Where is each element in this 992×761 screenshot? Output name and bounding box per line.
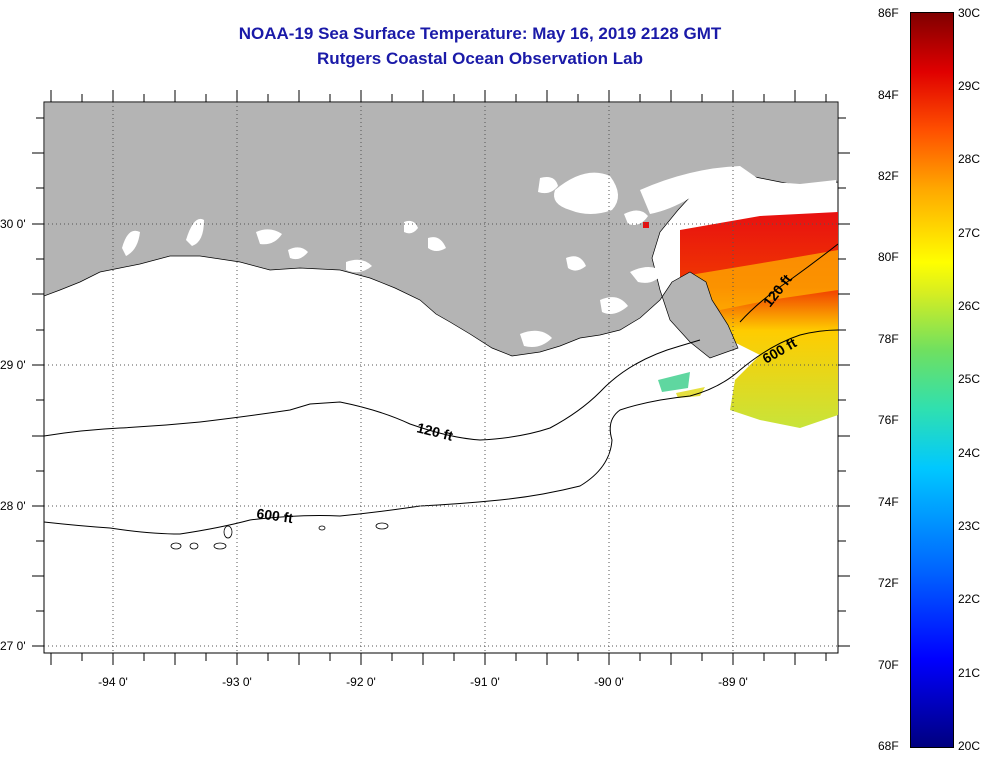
map-subtitle: Rutgers Coastal Ocean Observation Lab: [317, 49, 643, 68]
colorbar-c-label: 24C: [958, 446, 981, 460]
lat-label: 29 0': [0, 358, 26, 372]
colorbar-c-label: 20C: [958, 739, 981, 753]
contour-islands: [170, 522, 389, 550]
colorbar-c-label: 30C: [958, 6, 981, 20]
contour-600ft-west: [44, 329, 838, 535]
colorbar-c-label: 22C: [958, 592, 981, 606]
sst-spot: [643, 222, 649, 228]
gridlines: [44, 102, 838, 653]
colorbar-c-label: 28C: [958, 152, 981, 166]
cloud-masks: [122, 166, 836, 347]
contour-120ft-east: [739, 243, 838, 323]
lon-label: -92 0': [346, 675, 376, 689]
colorbar-f-label: 80F: [878, 250, 899, 264]
colorbar-f-label: 72F: [878, 576, 899, 590]
sst-yellow-streak: [676, 387, 705, 398]
colorbar-c-label: 26C: [958, 299, 981, 313]
colorbar-f-label: 76F: [878, 413, 899, 427]
sst-orange-band: [690, 250, 838, 310]
contour-120ft-west: [44, 339, 701, 441]
colorbar-f-label: 86F: [878, 6, 899, 20]
map-title: NOAA-19 Sea Surface Temperature: May 16,…: [238, 24, 722, 43]
lat-label: 30 0': [0, 217, 26, 231]
colorbar-f-label: 82F: [878, 169, 899, 183]
lon-label: -94 0': [98, 675, 128, 689]
sst-cool-patch: [658, 372, 690, 392]
lon-label: -91 0': [470, 675, 500, 689]
colorbar-f-label: 78F: [878, 332, 899, 346]
temperature-colorbar: [910, 12, 954, 748]
tick-marks: [32, 90, 850, 665]
colorbar-c-label: 29C: [958, 79, 981, 93]
colorbar-c-label: 23C: [958, 519, 981, 533]
land-mass: [44, 102, 838, 359]
lon-label: -90 0': [594, 675, 624, 689]
lon-label: -93 0': [222, 675, 252, 689]
colorbar-c-label: 25C: [958, 372, 981, 386]
lon-label: -89 0': [718, 675, 748, 689]
colorbar-c-label: 21C: [958, 666, 981, 680]
colorbar-f-label: 74F: [878, 495, 899, 509]
colorbar-f-label: 84F: [878, 88, 899, 102]
lat-label: 27 0': [0, 639, 26, 653]
colorbar-f-label: 68F: [878, 739, 899, 753]
lat-label: 28 0': [0, 499, 26, 513]
colorbar-f-label: 70F: [878, 658, 899, 672]
contour-label-600ft: 600 ft: [256, 505, 295, 526]
colorbar-c-label: 27C: [958, 226, 981, 240]
